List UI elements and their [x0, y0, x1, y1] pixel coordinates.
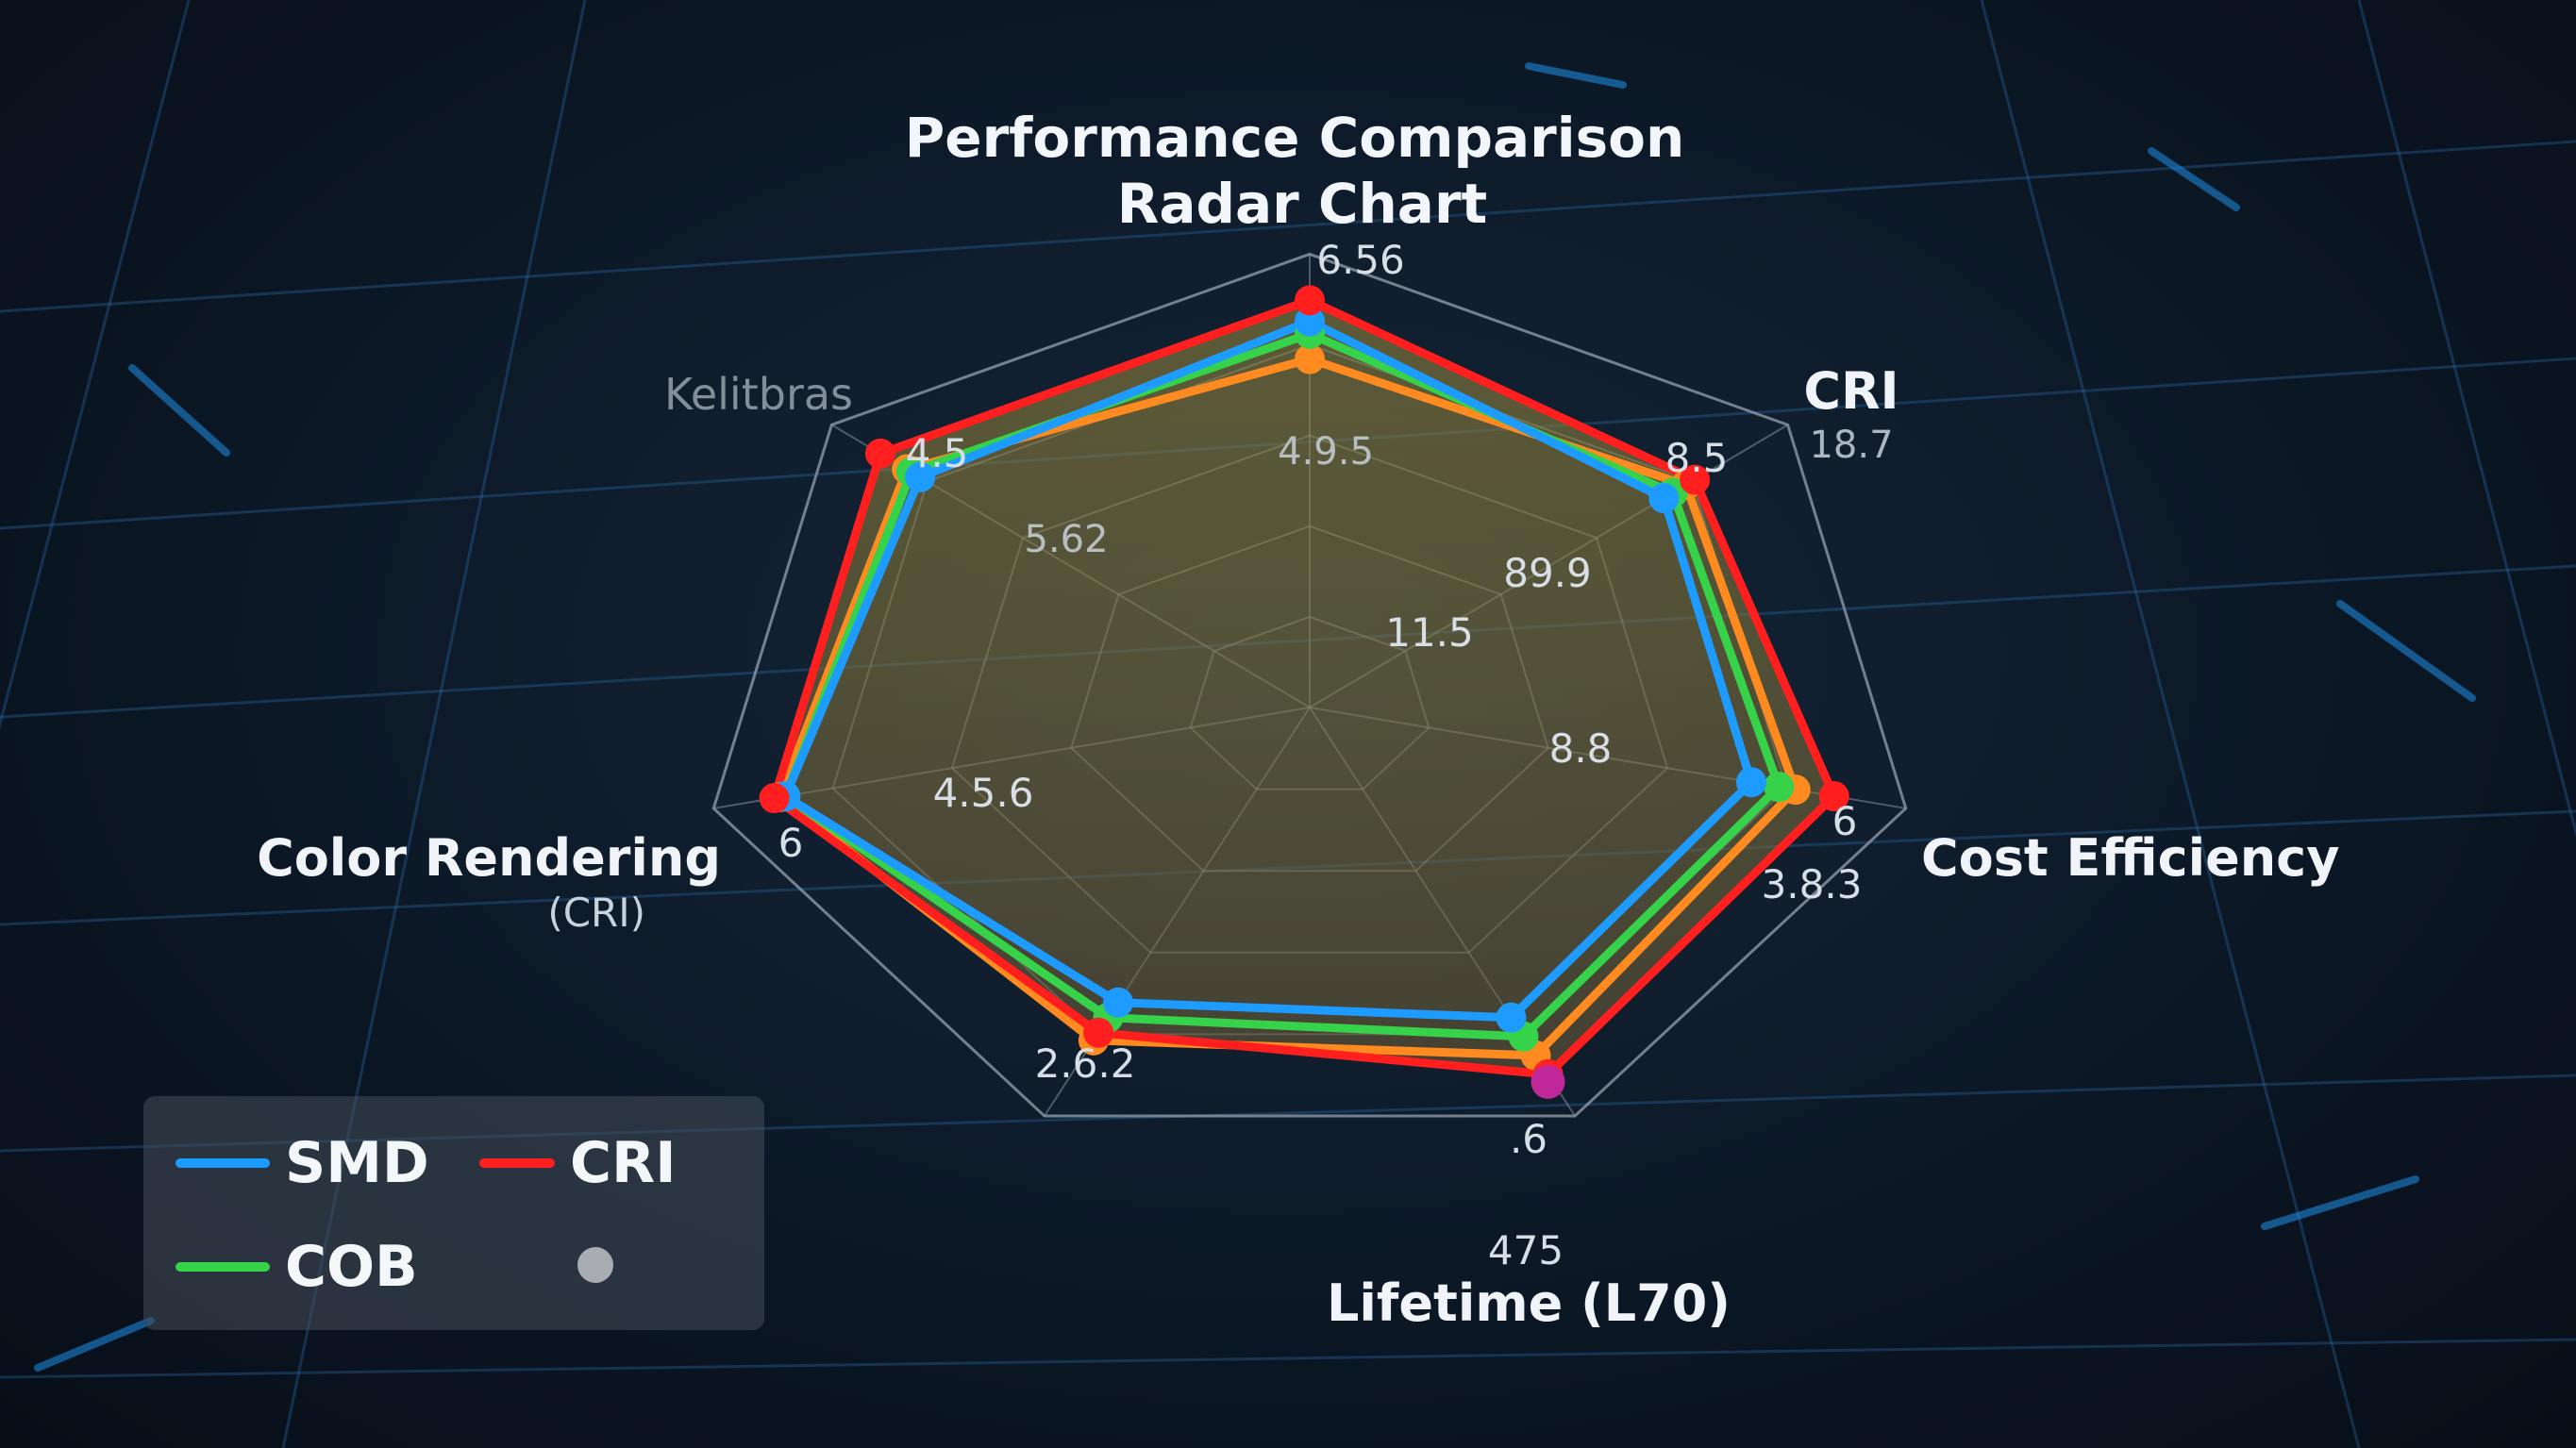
radar-series [770, 295, 1839, 1079]
value-label: .6 [1510, 1116, 1547, 1162]
axis-label-cost-efficiency: Cost Efficiency [1921, 828, 2339, 888]
value-label: 8.8 [1549, 725, 1613, 772]
value-label: 4.5 [906, 430, 969, 476]
series-line-smd [780, 317, 1756, 1023]
value-label: 89.9 [1503, 550, 1592, 596]
highlight-point [1531, 1064, 1565, 1099]
axis-label-color-rendering: Color Rendering [257, 828, 721, 888]
background-glow-streaks [34, 62, 2476, 1372]
data-point-smd [1295, 306, 1325, 337]
value-label: 3.8.3 [1762, 861, 1863, 907]
data-point-cri [864, 438, 895, 469]
legend-marker-unlabeled [577, 1247, 613, 1283]
value-label: 8.5 [1665, 435, 1729, 481]
series-line-cob [780, 329, 1783, 1041]
axis-label-lifetime: Lifetime (L70) [1327, 1273, 1731, 1333]
data-point-smd [905, 461, 936, 492]
data-point-cri [1818, 781, 1849, 812]
data-point-smd [1648, 483, 1680, 514]
legend-swatch-cob [176, 1262, 270, 1272]
data-point-cri [759, 783, 790, 814]
legend-item-smd: SMD [176, 1130, 429, 1196]
chart-title-line-1: Performance Comparison [905, 106, 1685, 170]
legend-label-cri: CRI [570, 1130, 677, 1196]
axis-label-cri: CRI [1803, 361, 1899, 421]
value-label: 4.5.6 [933, 770, 1034, 816]
axis-label-top: 6.56 [1316, 237, 1405, 283]
data-point-cri [1295, 285, 1325, 316]
legend: SMD CRI COB [143, 1096, 764, 1330]
data-point-unlabeled [1295, 343, 1325, 374]
radar-area [774, 300, 1834, 1074]
value-label: 6 [1832, 798, 1858, 844]
legend-swatch-smd [176, 1158, 270, 1168]
value-label: 2.6.2 [1035, 1040, 1136, 1087]
value-label: 6 [778, 820, 804, 866]
legend-item-cri: CRI [479, 1130, 677, 1196]
axis-sub-color-rendering: (CRI) [547, 890, 645, 936]
radar-ring [711, 252, 1908, 1118]
legend-item-cob: COB [176, 1234, 418, 1300]
axis-label-features: Kelitbras [664, 369, 853, 420]
data-point-smd [1735, 767, 1766, 798]
value-label: 5.62 [1024, 518, 1108, 561]
radar-area-fill [774, 300, 1834, 1074]
axis-label-bottom-value: 475 [1488, 1227, 1564, 1273]
data-point-smd [1102, 987, 1133, 1018]
data-point-cri [1083, 1017, 1114, 1048]
legend-label-cob: COB [285, 1234, 418, 1300]
legend-label-smd: SMD [285, 1130, 429, 1196]
value-label: 4.9.5 [1278, 430, 1374, 474]
radar-points [759, 285, 1849, 1099]
data-point-cri [1680, 464, 1711, 495]
series-line-unlabeled [775, 355, 1800, 1060]
series-line-cri [770, 295, 1839, 1079]
axis-sub-cri: 18.7 [1809, 424, 1893, 467]
chart-title-line-2: Radar Chart [1117, 172, 1488, 236]
value-label: 11.5 [1385, 609, 1474, 656]
legend-swatch-cri [479, 1158, 555, 1168]
data-point-cob [1764, 772, 1795, 803]
data-point-smd [1496, 1002, 1527, 1033]
